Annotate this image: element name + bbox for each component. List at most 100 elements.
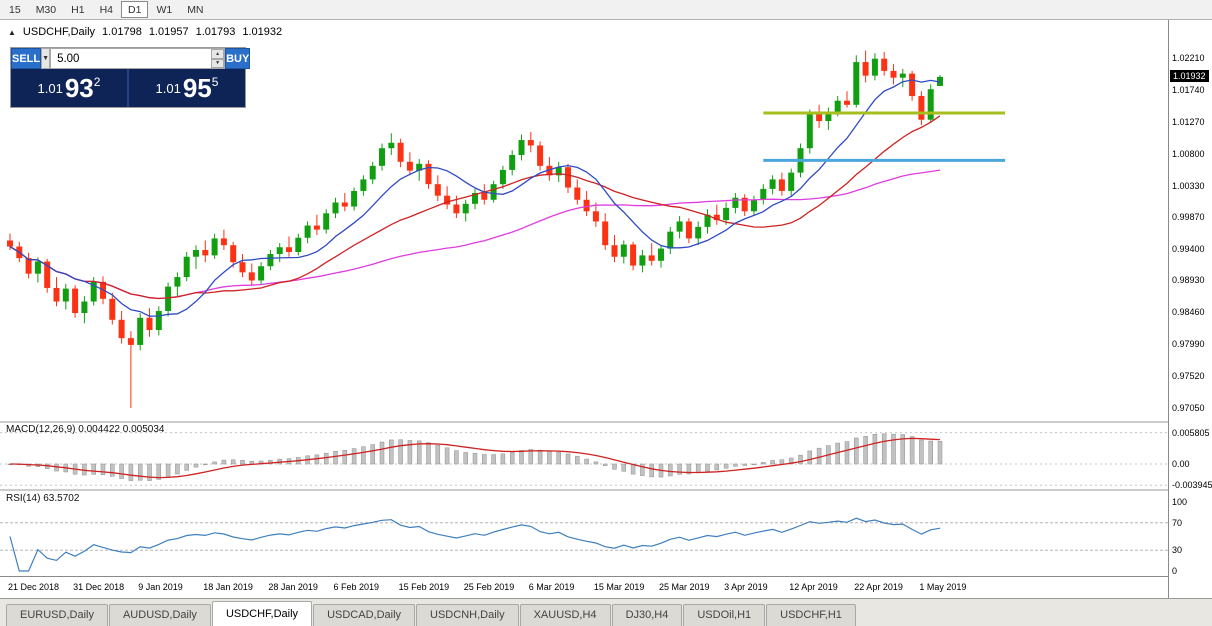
date-label: 3 Apr 2019 — [724, 582, 768, 592]
candlestick-series — [7, 50, 943, 408]
volume-input[interactable] — [51, 49, 212, 68]
rsi-scale-label: 30 — [1172, 545, 1183, 556]
date-label: 1 May 2019 — [919, 582, 967, 592]
timeframe-button-mn[interactable]: MN — [180, 1, 210, 18]
tab-audusd-daily[interactable]: AUDUSD,Daily — [108, 604, 211, 626]
buy-price-fraction: 5 — [211, 75, 219, 89]
order-options-dropdown[interactable]: ▼ — [41, 48, 51, 69]
tab-usdchf-h1[interactable]: USDCHF,H1 — [766, 604, 856, 626]
buy-price-display[interactable]: 1.01 95 5 — [129, 69, 245, 107]
horizontal-support-resistance-lines — [763, 111, 1006, 162]
sell-price-pips: 93 — [64, 73, 94, 103]
buy-price-base: 1.01 — [155, 80, 181, 96]
volume-decrease-button[interactable]: ▼ — [211, 58, 225, 68]
sell-button[interactable]: SELL — [11, 48, 42, 69]
rsi-indicator-label: RSI(14) 63.5702 — [6, 493, 79, 504]
macd-indicator-label: MACD(12,26,9) 0.004422 0.005034 — [6, 424, 164, 435]
price-scale-label: 0.97990 — [1172, 339, 1205, 350]
sell-price-base: 1.01 — [37, 80, 63, 96]
spin-down-icon: ▼ — [215, 60, 221, 67]
price-scale[interactable]: 1.02210 1.01740 1.01270 1.00800 1.00330 0.998… — [1168, 20, 1212, 598]
ohlc-close: 1.01932 — [242, 26, 283, 38]
timeframe-button-d1[interactable]: D1 — [121, 1, 149, 18]
macd-scale-label: 0.00 — [1172, 459, 1190, 469]
quote-display-row: 1.01 93 2 1.01 95 5 — [11, 69, 245, 107]
buy-price-pips: 95 — [182, 73, 212, 103]
price-scale-label: 1.02210 — [1172, 53, 1205, 63]
timeframe-toolbar: 15 M30 H1 H4 D1 W1 MN — [0, 0, 1212, 20]
price-scale-label: 1.00330 — [1172, 180, 1205, 191]
rsi-scale-label: 70 — [1172, 517, 1183, 528]
tab-usdchf-daily[interactable]: USDCHF,Daily — [211, 601, 313, 626]
current-price-badge: 1.01932 — [1170, 69, 1209, 82]
time-axis[interactable]: 21 Dec 2018 31 Dec 2018 9 Jan 2019 18 Jan 2… — [0, 576, 1168, 599]
date-label: 25 Feb 2019 — [463, 582, 515, 592]
ohlc-high: 1.01957 — [148, 26, 189, 38]
chart-icon: ▲ — [8, 27, 16, 37]
date-label: 15 Feb 2019 — [398, 582, 450, 592]
rsi-value: 63.5702 — [43, 493, 80, 504]
price-scale-label: 1.01270 — [1172, 116, 1205, 127]
price-scale-label: 0.97050 — [1172, 402, 1205, 413]
tab-eurusd-daily[interactable]: EURUSD,Daily — [6, 604, 108, 626]
timeframe-button-h4[interactable]: H4 — [93, 1, 120, 18]
macd-pane — [0, 432, 1168, 486]
sell-price-display[interactable]: 1.01 93 2 — [11, 69, 127, 107]
spin-up-icon: ▲ — [215, 50, 221, 57]
date-label: 12 Apr 2019 — [789, 582, 838, 592]
date-label: 28 Jan 2019 — [268, 582, 318, 592]
chart-symbol-label: USDCHF,Daily — [22, 26, 96, 38]
price-scale-label: 0.97520 — [1172, 371, 1205, 382]
chart-window: ▲ USDCHF,Daily 1.01798 1.01957 1.01793 1… — [0, 20, 1212, 599]
date-label: 31 Dec 2018 — [73, 582, 125, 592]
macd-scale-label: 0.005805 — [1172, 427, 1210, 438]
trade-controls-row: SELL ▼ ▲ ▼ BUY — [11, 48, 251, 69]
date-label: 21 Dec 2018 — [8, 582, 60, 592]
price-chart-canvas[interactable] — [0, 20, 1168, 576]
volume-increase-button[interactable]: ▲ — [211, 49, 225, 59]
date-label: 22 Apr 2019 — [854, 582, 903, 592]
pane-separators — [0, 421, 1168, 491]
tab-dj30-h4[interactable]: DJ30,H4 — [611, 604, 683, 626]
timeframe-button-m30[interactable]: M30 — [29, 1, 63, 18]
ohlc-low: 1.01793 — [195, 26, 236, 38]
sell-price-fraction: 2 — [93, 75, 101, 89]
price-scale-label: 1.01740 — [1172, 84, 1205, 95]
moving-average-lines — [9, 79, 941, 317]
rsi-scale-label: 0 — [1172, 566, 1178, 576]
rsi-name: RSI(14) — [6, 493, 41, 504]
chart-title: ▲ USDCHF,Daily 1.01798 1.01957 1.01793 1… — [8, 26, 282, 38]
date-label: 25 Mar 2019 — [659, 582, 710, 592]
price-scale-label: 0.98460 — [1172, 307, 1205, 318]
timeframe-button-w1[interactable]: W1 — [149, 1, 179, 18]
date-label: 6 Mar 2019 — [528, 582, 575, 592]
ohlc-open: 1.01798 — [102, 26, 142, 38]
tab-xauusd-h4[interactable]: XAUUSD,H4 — [519, 604, 611, 626]
date-label: 18 Jan 2019 — [203, 582, 253, 592]
timeframe-button-15[interactable]: 15 — [2, 1, 28, 18]
chart-tab-bar: EURUSD,Daily AUDUSD,Daily USDCHF,Daily USDC… — [0, 598, 1212, 626]
rsi-scale-label: 100 — [1172, 497, 1188, 507]
macd-name: MACD(12,26,9) — [6, 424, 76, 435]
buy-button[interactable]: BUY — [225, 48, 251, 69]
volume-box: ▲ ▼ — [50, 48, 226, 69]
rsi-pane — [0, 517, 1168, 572]
quote-divider — [127, 69, 129, 107]
date-label: 6 Feb 2019 — [333, 582, 380, 592]
tab-usdcnh-daily[interactable]: USDCNH,Daily — [416, 604, 519, 626]
volume-spinner: ▲ ▼ — [211, 49, 225, 68]
tab-usdcad-daily[interactable]: USDCAD,Daily — [313, 604, 416, 626]
macd-scale-label: -0.003945 — [1172, 480, 1212, 491]
price-scale-label: 0.99400 — [1172, 243, 1205, 254]
price-scale-label: 0.99870 — [1172, 211, 1205, 222]
chevron-down-icon: ▼ — [42, 55, 50, 62]
one-click-trading-panel: SELL ▼ ▲ ▼ BUY 1.01 93 2 — [10, 47, 251, 108]
price-scale-label: 0.98930 — [1172, 275, 1205, 286]
macd-values: 0.004422 0.005034 — [78, 424, 165, 435]
timeframe-button-h1[interactable]: H1 — [64, 1, 91, 18]
date-label: 15 Mar 2019 — [593, 582, 645, 592]
tab-usdoil-h1[interactable]: USDOil,H1 — [683, 604, 766, 626]
date-label: 9 Jan 2019 — [138, 582, 183, 592]
price-scale-label: 1.00800 — [1172, 148, 1205, 159]
